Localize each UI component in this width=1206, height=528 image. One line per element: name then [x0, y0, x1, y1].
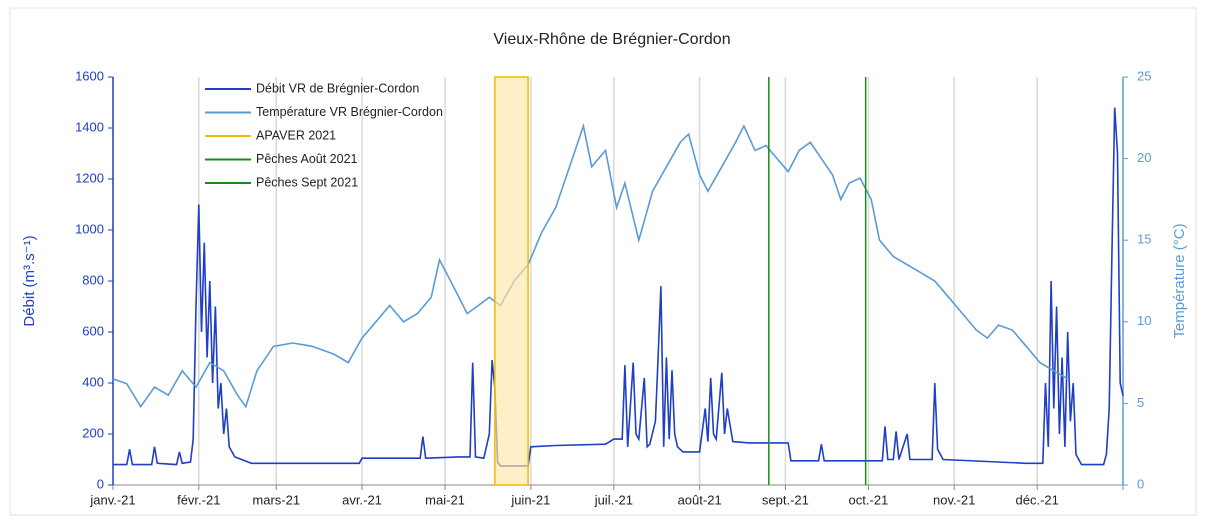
chart-frame: [9, 7, 1197, 516]
y2-tick-label: 0: [1137, 476, 1144, 491]
y-tick-label: 200: [82, 425, 104, 440]
span-band: [494, 76, 529, 486]
x-tick-label: nov.-21: [933, 492, 975, 507]
series-line: [113, 107, 1124, 467]
x-tick-label: févr.-21: [177, 492, 220, 507]
y2-tick-label: 20: [1137, 150, 1151, 165]
x-tick-label: déc.-21: [1016, 492, 1059, 507]
y-tick-label: 600: [82, 323, 104, 338]
y2-tick-label: 25: [1137, 68, 1151, 83]
y-tick-label: 1400: [75, 119, 104, 134]
x-tick-label: mars-21: [252, 492, 300, 507]
series-line: [112, 122, 1069, 409]
y-tick-label: 1000: [75, 221, 104, 236]
chart-title: Vieux-Rhône de Brégnier-Cordon: [493, 31, 730, 48]
y2-tick-label: 10: [1137, 313, 1151, 328]
y2-tick-label: 15: [1137, 232, 1151, 247]
y-tick-label: 1600: [75, 68, 104, 83]
x-tick-label: juil.-21: [594, 492, 633, 507]
y-tick-label: 400: [82, 374, 104, 389]
y-tick-label: 800: [82, 272, 104, 287]
y-tick-label: 1200: [75, 170, 104, 185]
x-tick-label: août-21: [678, 492, 722, 507]
x-tick-label: mai-21: [425, 492, 465, 507]
y-axis-label: Débit (m³.s⁻¹): [21, 235, 38, 326]
x-tick-label: oct.-21: [849, 492, 889, 507]
x-tick-label: juin-21: [510, 492, 550, 507]
x-tick-label: sept.-21: [762, 492, 809, 507]
legend-label: Débit VR de Brégnier-Cordon: [256, 81, 419, 95]
legend-label: Pêches Sept 2021: [256, 175, 358, 189]
x-tick-label: janv.-21: [89, 492, 135, 507]
y2-tick-label: 5: [1137, 395, 1144, 410]
legend-label: APAVER 2021: [256, 128, 336, 142]
y-tick-label: 0: [97, 476, 104, 491]
y2-axis-label: Température (°C): [1171, 223, 1188, 338]
x-tick-label: avr.-21: [342, 492, 382, 507]
legend-label: Pêches Août 2021: [256, 152, 358, 166]
legend-label: Température VR Brégnier-Cordon: [256, 105, 443, 119]
